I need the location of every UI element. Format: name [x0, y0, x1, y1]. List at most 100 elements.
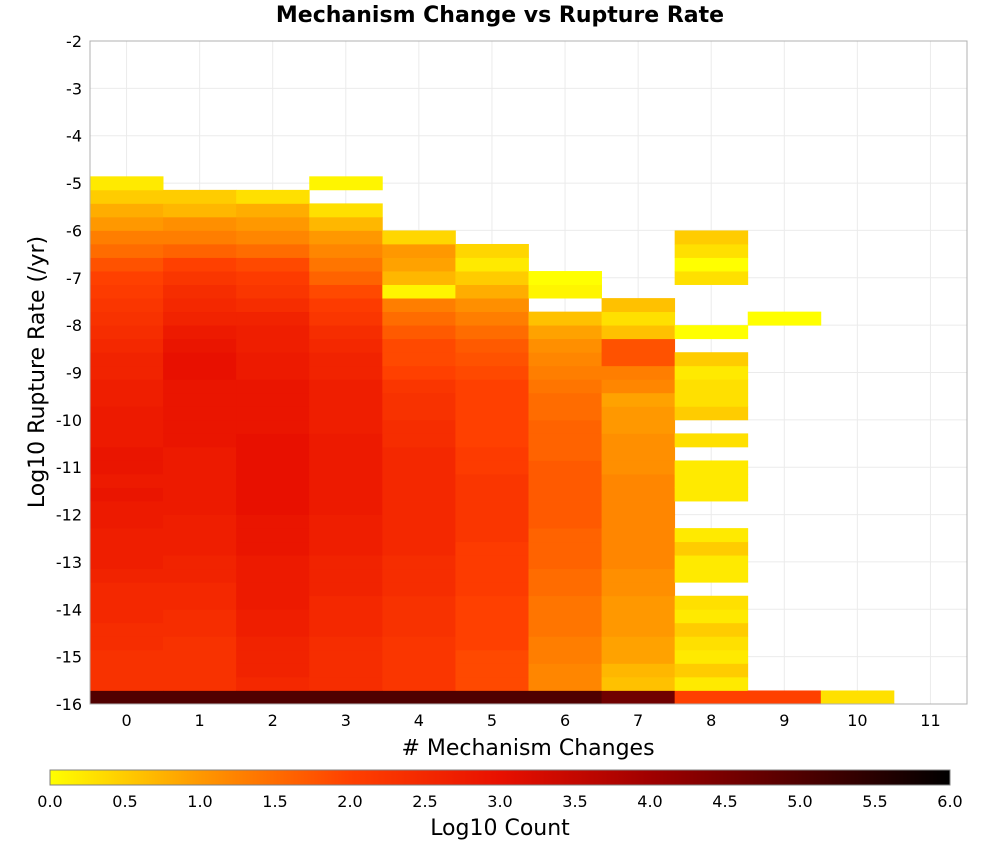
heatmap-cell: [455, 284, 529, 299]
heatmap-cell: [528, 582, 602, 597]
heatmap-cell: [601, 406, 676, 421]
heatmap-cell: [601, 582, 676, 597]
x-tick-label: 9: [779, 711, 789, 730]
colorbar-tick-label: 5.5: [862, 792, 887, 811]
heatmap-cell: [601, 568, 676, 583]
heatmap-cell: [674, 595, 749, 610]
heatmap-cell: [382, 230, 456, 245]
heatmap-cell: [163, 433, 237, 448]
heatmap-cell: [163, 325, 237, 340]
heatmap-cell: [455, 676, 529, 691]
heatmap-cell: [674, 406, 749, 421]
x-tick-label: 3: [341, 711, 351, 730]
x-axis-label: # Mechanism Changes: [401, 736, 654, 761]
heatmap-cell: [90, 582, 164, 597]
heatmap-cell: [455, 325, 529, 340]
heatmap-cell: [163, 379, 237, 394]
heatmap-cell: [601, 690, 676, 705]
y-tick-label: -4: [66, 127, 82, 146]
heatmap-cell: [236, 568, 310, 583]
heatmap-cell: [674, 555, 749, 570]
colorbar-tick-label: 1.5: [262, 792, 287, 811]
heatmap-cell: [309, 487, 383, 502]
heatmap-cell: [455, 568, 529, 583]
heatmap-cell: [236, 379, 310, 394]
x-tick-label: 6: [560, 711, 570, 730]
heatmap-cell: [528, 501, 602, 515]
heatmap-cell: [309, 271, 383, 285]
heatmap-cell: [90, 271, 164, 285]
heatmap-cell: [601, 663, 676, 678]
heatmap-cell: [528, 568, 602, 583]
heatmap-cell: [236, 487, 310, 502]
heatmap-cells: [90, 176, 895, 705]
x-axis-ticks: 0 1 2 3 4 5 6 7 8 9 10 11: [121, 711, 940, 730]
heatmap-cell: [674, 609, 749, 624]
heatmap-cell: [601, 528, 676, 543]
heatmap-cell: [90, 663, 164, 678]
heatmap-cell: [236, 325, 310, 340]
plot-frame: [89, 40, 968, 705]
heatmap-cell: [90, 298, 164, 313]
heatmap-cell: [90, 690, 164, 705]
heatmap-cell: [309, 595, 383, 610]
heatmap-cell: [528, 636, 602, 651]
heatmap-cell: [163, 243, 237, 258]
heatmap-cell: [163, 555, 237, 570]
heatmap-cell: [528, 528, 602, 543]
heatmap-cell: [528, 690, 602, 705]
heatmap-cell: [163, 460, 237, 475]
heatmap-cell: [382, 582, 456, 597]
heatmap-cell: [674, 690, 749, 705]
heatmap-cell: [455, 379, 529, 394]
x-tick-label: 5: [487, 711, 497, 730]
heatmap-cell: [601, 473, 676, 488]
heatmap-cell: [163, 203, 237, 218]
heatmap-cell: [90, 284, 164, 299]
x-tick-label: 0: [121, 711, 131, 730]
heatmap-cell: [309, 325, 383, 340]
heatmap-cell: [747, 690, 822, 705]
chart-title: Mechanism Change vs Rupture Rate: [276, 3, 724, 28]
heatmap-cell: [601, 419, 676, 434]
y-tick-label: -9: [66, 364, 82, 383]
heatmap-cell: [236, 271, 310, 285]
heatmap-cell: [455, 271, 529, 285]
heatmap-cell: [309, 690, 383, 705]
heatmap-cell: [90, 392, 164, 407]
heatmap-cell: [309, 419, 383, 434]
heatmap-cell: [382, 365, 456, 380]
heatmap-cell: [674, 392, 749, 407]
heatmap-cell: [528, 541, 602, 556]
heatmap-cell: [90, 514, 164, 529]
y-tick-label: -8: [66, 316, 82, 335]
heatmap-cell: [382, 338, 456, 353]
heatmap-cell: [528, 284, 602, 299]
heatmap-cell: [90, 433, 164, 448]
heatmap-cell: [163, 649, 237, 664]
heatmap-cell: [163, 636, 237, 651]
heatmap-cell: [601, 609, 676, 624]
heatmap-cell: [382, 379, 456, 394]
heatmap-cell: [236, 338, 310, 353]
heatmap-cell: [601, 501, 676, 515]
heatmap-cell: [309, 528, 383, 543]
heatmap-cell: [236, 189, 310, 204]
heatmap-cell: [382, 487, 456, 502]
heatmap-cell: [601, 379, 676, 394]
heatmap-cell: [236, 311, 310, 326]
heatmap-cell: [382, 352, 456, 367]
heatmap-cell: [90, 203, 164, 218]
heatmap-cell: [382, 433, 456, 448]
heatmap-cell: [309, 582, 383, 597]
heatmap-cell: [674, 433, 749, 448]
heatmap-cell: [163, 298, 237, 313]
y-tick-label: -3: [66, 79, 82, 98]
heatmap-cell: [382, 284, 456, 299]
heatmap-cell: [674, 460, 749, 475]
colorbar-tick-label: 4.0: [637, 792, 662, 811]
colorbar: [49, 769, 951, 786]
colorbar-tick-label: 2.0: [337, 792, 362, 811]
heatmap-cell: [528, 392, 602, 407]
